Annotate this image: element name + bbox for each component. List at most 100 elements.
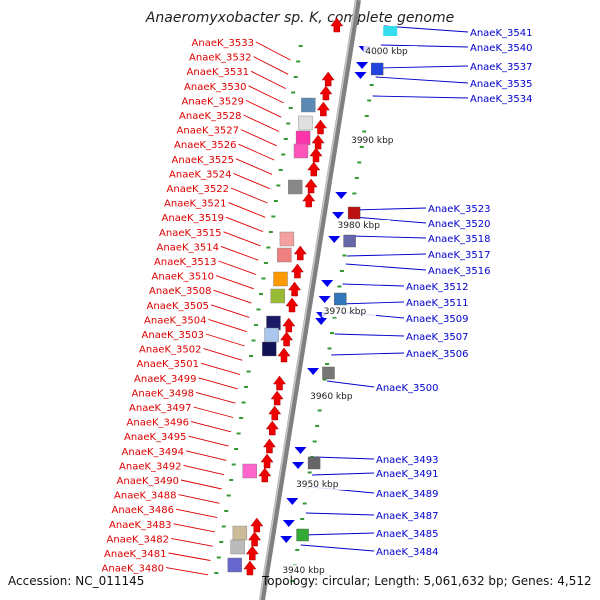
left-gene-label: AnaeK_3494 — [122, 447, 184, 458]
right-gene-label: AnaeK_3484 — [376, 547, 438, 558]
kbp-label: 3960 kbp — [310, 392, 353, 402]
tick-mark — [229, 479, 234, 481]
forward-gene-arrow — [282, 317, 296, 333]
right-gene-connector — [339, 301, 405, 305]
left-gene-connector — [208, 318, 248, 333]
forward-gene-arrow — [309, 147, 323, 163]
right-gene-labels: AnaeK_3541 AnaeK_3540 AnaeK_3537 AnaeK_3535… — [376, 28, 532, 558]
kbp-label: 4000 kbp — [365, 47, 408, 57]
forward-gene-arrow — [307, 161, 321, 177]
left-gene-label: AnaeK_3525 — [172, 155, 234, 166]
tick-mark — [216, 556, 221, 559]
forward-gene-arrow — [262, 438, 276, 454]
left-gene-label: AnaeK_3513 — [154, 257, 216, 268]
right-gene-label: AnaeK_3491 — [376, 469, 438, 480]
left-gene-label: AnaeK_3521 — [164, 199, 226, 210]
right-gene-connector — [326, 380, 375, 388]
tick-mark — [307, 471, 312, 474]
right-gene-connector — [377, 65, 469, 69]
right-gene-label: AnaeK_3485 — [376, 529, 438, 540]
right-gene-connector — [331, 352, 405, 356]
left-gene-connector — [248, 85, 284, 104]
tick-mark — [231, 463, 236, 466]
reverse-gene-arrow — [328, 236, 341, 243]
tick-mark — [339, 270, 344, 272]
left-gene-connector — [190, 421, 232, 433]
right-gene-connector — [311, 472, 375, 476]
gene-feature-box — [301, 97, 316, 113]
left-gene-connector — [165, 567, 209, 576]
left-gene-label: AnaeK_3527 — [177, 126, 239, 137]
tick-mark — [295, 549, 300, 551]
tick-mark — [357, 161, 362, 164]
right-gene-label: AnaeK_3537 — [470, 62, 532, 73]
left-gene-connector — [185, 450, 227, 461]
backbone-highlight — [259, 0, 357, 600]
tick-mark — [241, 401, 246, 404]
tick-mark — [224, 510, 229, 512]
left-gene-label: AnaeK_3482 — [107, 534, 169, 545]
genome-backbone — [259, 0, 361, 600]
tick-mark — [293, 76, 298, 78]
tick-mark — [369, 84, 374, 86]
tick-mark — [219, 541, 224, 543]
tick-mark — [352, 192, 357, 195]
tick-mark — [362, 130, 367, 133]
tick-mark — [249, 355, 254, 357]
reverse-gene-arrow — [286, 498, 299, 505]
reverse-gene-arrow — [307, 368, 320, 375]
left-gene-connector — [245, 99, 282, 118]
reverse-gene-arrow — [282, 520, 295, 527]
reverse-gene-arrow — [321, 280, 334, 287]
right-gene-label: AnaeK_3518 — [428, 234, 490, 245]
tick-mark — [359, 146, 364, 148]
left-gene-connector — [240, 129, 277, 147]
kbp-labels: 4000 kbp 3990 kbp 3980 kbp 3970 kbp 3960 kbp… — [280, 46, 418, 576]
tick-mark — [278, 169, 283, 171]
tick-mark — [337, 285, 342, 288]
left-gene-label: AnaeK_3492 — [119, 461, 181, 472]
left-gene-connector — [180, 479, 222, 490]
tick-mark — [330, 332, 334, 334]
gene-feature-box — [322, 366, 335, 380]
tick-mark — [367, 99, 372, 102]
forward-gene-arrow — [330, 17, 344, 33]
left-gene-label: AnaeK_3508 — [149, 286, 211, 297]
tick-mark — [286, 122, 291, 125]
left-gene-connector — [223, 231, 261, 247]
left-gene-connector — [188, 435, 229, 447]
right-gene-connector — [345, 263, 427, 271]
tick-mark — [317, 409, 322, 412]
forward-gene-arrow — [245, 545, 259, 561]
left-gene-connector — [183, 464, 225, 476]
kbp-label-bg — [280, 565, 335, 576]
genome-summary-text: Topology: circular; Length: 5,061,632 bp… — [262, 574, 592, 588]
right-gene-label: AnaeK_3520 — [428, 219, 490, 230]
forward-gene-arrow — [319, 85, 333, 101]
tick-mark — [342, 254, 347, 257]
reverse-gene-arrow — [280, 536, 293, 543]
gene-feature-box — [347, 206, 361, 220]
tick-mark — [246, 370, 251, 373]
tick-mark — [296, 60, 301, 63]
left-gene-connector — [210, 304, 250, 318]
gene-feature-box — [279, 231, 295, 247]
kbp-label-bg — [308, 391, 363, 402]
right-gene-connector — [305, 512, 375, 516]
forward-gene-arrow — [313, 119, 327, 135]
forward-gene-arrow — [280, 331, 294, 347]
right-gene-connector — [375, 76, 469, 84]
left-gene-label: AnaeK_3505 — [147, 301, 209, 312]
tick-mark — [364, 115, 369, 117]
left-gene-label: AnaeK_3510 — [152, 272, 214, 283]
connector-lines — [165, 25, 469, 576]
left-gene-label: AnaeK_3530 — [184, 82, 246, 93]
left-gene-label: AnaeK_3501 — [137, 359, 199, 370]
left-gene-connector — [228, 202, 266, 218]
tick-mark — [322, 378, 327, 381]
right-gene-label: AnaeK_3511 — [406, 298, 468, 309]
forward-gene-arrow — [258, 467, 272, 483]
right-gene-label: AnaeK_3540 — [470, 43, 532, 54]
forward-gene-arrow — [243, 560, 257, 576]
right-gene-label: AnaeK_3512 — [406, 282, 468, 293]
